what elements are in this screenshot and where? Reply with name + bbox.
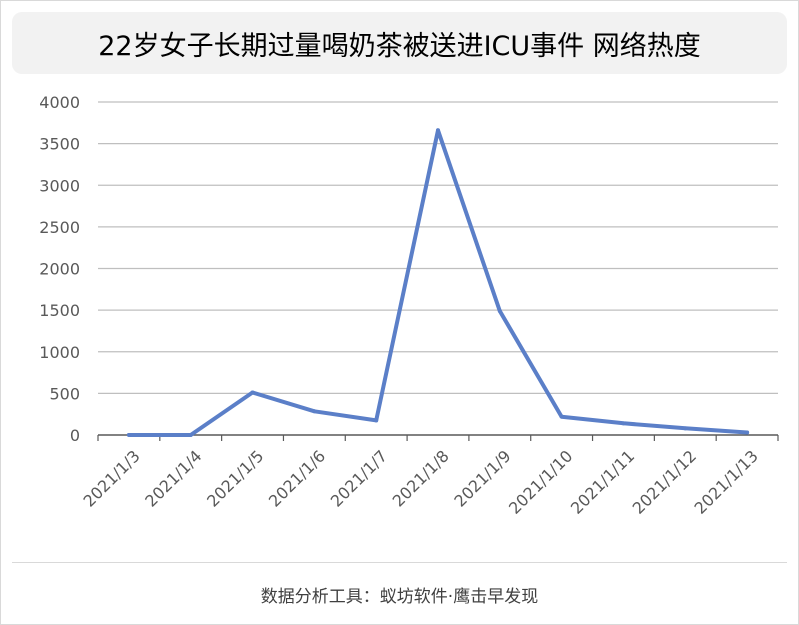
data-point (436, 128, 440, 133)
x-tick-label: 2021/1/12 (629, 446, 700, 517)
y-tick-label: 1000 (39, 343, 80, 362)
x-tick-label: 2021/1/11 (567, 446, 638, 517)
series-line (126, 128, 750, 437)
x-tick-label: 2021/1/7 (327, 446, 391, 510)
x-tick-label: 2021/1/13 (690, 446, 761, 517)
x-tick-label: 2021/1/6 (265, 446, 329, 510)
x-tick-label: 2021/1/5 (203, 446, 267, 510)
data-point (312, 409, 317, 414)
chart-title: 22岁女子长期过量喝奶茶被送进ICU事件 网络热度 (98, 30, 701, 62)
data-point (559, 414, 564, 419)
footer-source: 数据分析工具：蚁坊软件·鹰击早发现 (260, 587, 539, 607)
data-point (745, 430, 750, 435)
y-tick-label: 1500 (39, 301, 80, 320)
y-tick-label: 0 (70, 426, 80, 445)
data-point (621, 421, 626, 426)
x-tick-label: 2021/1/8 (389, 446, 453, 510)
y-tick-label: 4000 (39, 93, 80, 112)
data-point (683, 426, 688, 431)
data-point (497, 308, 502, 313)
y-tick-label: 2000 (39, 260, 80, 279)
y-tick-label: 2500 (39, 218, 80, 237)
data-point (374, 418, 379, 423)
data-point (188, 433, 193, 437)
x-tick-label: 2021/1/4 (141, 446, 205, 510)
y-tick-label: 3500 (39, 135, 80, 154)
x-tick-label: 2021/1/9 (450, 446, 514, 510)
y-tick-label: 3000 (39, 176, 80, 195)
x-tick-label: 2021/1/10 (505, 446, 576, 517)
title-bar: 22岁女子长期过量喝奶茶被送进ICU事件 网络热度 (12, 12, 787, 74)
line-chart: 0 500 1000 1500 2000 2500 3000 3500 4000 2021/1/3… (39, 93, 779, 518)
data-point (250, 390, 255, 395)
x-tick-label: 2021/1/3 (79, 446, 143, 510)
data-point (126, 433, 131, 437)
footer-divider (12, 562, 787, 563)
y-tick-label: 500 (49, 384, 80, 403)
